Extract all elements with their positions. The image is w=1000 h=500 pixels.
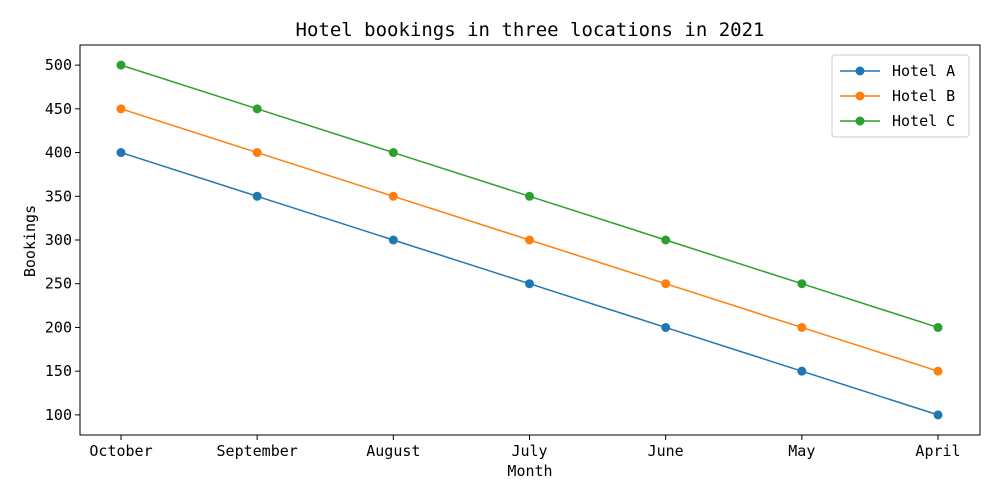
x-tick-label: April [915,442,960,460]
legend-swatch-marker [855,66,865,76]
data-point [525,235,534,245]
legend-frame [831,54,970,138]
data-point [252,191,262,201]
y-axis-ticks: 100 150 200 250 300 350 400 450 500 [45,56,80,424]
legend-label: Hotel C [892,112,955,130]
data-point [797,279,807,289]
y-axis-label: Bookings [21,205,39,277]
data-point [525,191,534,201]
data-point [933,366,943,376]
data-point [797,322,807,332]
y-tick-label: 500 [45,56,72,74]
legend-item: Hotel B [840,87,955,105]
x-tick-label: August [366,442,420,460]
data-point [933,410,943,420]
legend: Hotel A Hotel B Hotel C [831,54,970,138]
legend-item: Hotel C [840,112,955,130]
data-point [116,60,126,70]
data-point [116,148,126,158]
legend-swatch-marker [855,91,865,101]
x-tick-label: May [788,442,815,460]
x-tick-label: October [89,442,152,460]
y-tick-label: 300 [45,231,72,249]
data-point [116,104,126,114]
data-point [661,235,671,245]
data-point [252,148,262,158]
data-point [525,279,534,289]
data-point [388,191,398,201]
y-tick-label: 150 [45,362,72,380]
data-point [388,148,398,158]
series-hotel-c [116,60,943,332]
legend-item: Hotel A [840,62,955,80]
chart-title: Hotel bookings in three locations in 202… [296,19,765,41]
y-tick-label: 350 [45,187,72,205]
data-point [661,322,671,332]
data-point [933,322,943,332]
series-hotel-b [116,104,943,376]
x-tick-label: September [217,442,298,460]
y-tick-label: 400 [45,144,72,162]
series-group [116,60,943,420]
data-point [388,235,398,245]
legend-swatch-marker [855,116,865,126]
data-point [797,366,807,376]
data-point [252,104,262,114]
x-axis-ticks: October September August July June May April [89,435,961,460]
x-axis-label: Month [507,462,552,480]
x-tick-label: June [648,442,684,460]
data-point [661,279,671,289]
series-hotel-a [116,148,943,420]
legend-label: Hotel B [892,87,955,105]
legend-label: Hotel A [892,62,955,80]
x-tick-label: July [511,442,547,460]
y-tick-label: 100 [45,406,72,424]
y-tick-label: 200 [45,318,72,336]
y-tick-label: 450 [45,100,72,118]
y-tick-label: 250 [45,275,72,293]
